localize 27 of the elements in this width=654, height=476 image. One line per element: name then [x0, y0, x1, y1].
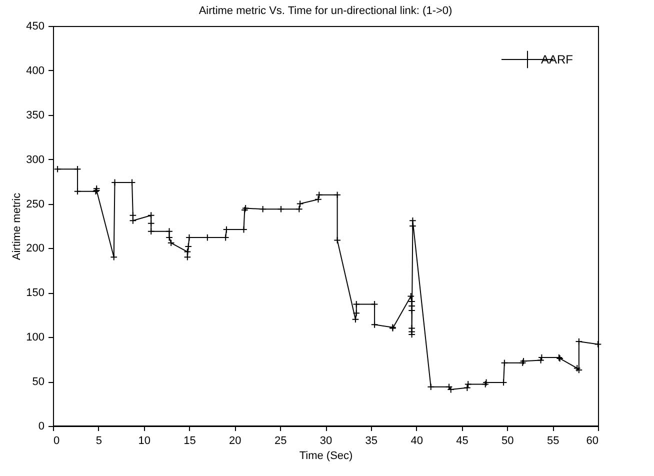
y-tick-label: 250 [26, 198, 44, 210]
x-tick-label: 0 [54, 435, 60, 447]
y-axis-title: Airtime metric [11, 192, 24, 260]
x-axis-title: Time (Sec) [299, 450, 353, 462]
x-tick-label: 45 [456, 435, 468, 447]
x-tick-label: 35 [365, 435, 378, 447]
y-tick-label: 450 [26, 20, 44, 32]
x-tick-label: 15 [184, 435, 196, 447]
x-tick-label: 10 [138, 435, 150, 447]
x-tick-label: 50 [502, 435, 514, 447]
chart-title: Airtime metric Vs. Time for un-directional link: (1->0) [198, 5, 452, 17]
y-tick-label: 50 [32, 376, 44, 388]
y-tick-label: 400 [26, 64, 44, 77]
legend-label: AARF [541, 52, 574, 66]
x-tick-label: 25 [274, 435, 287, 447]
x-tick-label: 60 [586, 435, 598, 447]
x-tick-label: 40 [410, 435, 423, 447]
y-tick-label: 100 [26, 332, 44, 344]
y-tick-label: 200 [26, 242, 44, 255]
x-tick-label: 30 [320, 435, 332, 447]
x-tick-label: 55 [546, 435, 560, 447]
y-tick-label: 150 [26, 287, 44, 300]
x-tick-label: 20 [229, 435, 242, 447]
y-tick-label: 350 [26, 109, 44, 122]
x-tick-label: 5 [96, 435, 102, 447]
y-tick-label: 0 [38, 420, 44, 432]
y-tick-label: 300 [26, 154, 44, 166]
